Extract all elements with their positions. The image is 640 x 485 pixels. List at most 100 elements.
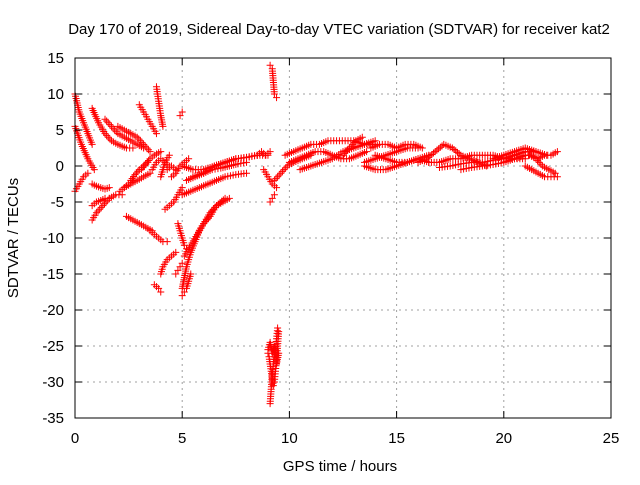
series-arc-16 <box>146 227 171 246</box>
x-tick-label: 10 <box>281 430 298 447</box>
data-point <box>273 94 281 102</box>
series-arc-46 <box>339 133 366 159</box>
data-point <box>103 131 111 139</box>
data-point <box>435 145 443 153</box>
series-arc-05 <box>88 180 113 193</box>
data-point <box>178 292 186 300</box>
data-point <box>363 148 371 156</box>
data-point <box>107 122 115 130</box>
data-point <box>112 128 120 136</box>
series-arc-37 <box>266 61 281 102</box>
data-point <box>275 171 283 179</box>
y-tick-label: 10 <box>47 86 64 103</box>
data-point <box>423 155 431 163</box>
data-point <box>97 203 105 211</box>
data-point <box>92 209 100 217</box>
data-point <box>225 194 233 202</box>
data-point <box>106 135 114 143</box>
data-point <box>273 184 281 192</box>
data-point <box>431 148 439 156</box>
data-point <box>146 148 154 156</box>
data-point <box>138 139 146 147</box>
y-tick-label: -35 <box>42 410 64 427</box>
data-point <box>88 140 96 148</box>
chart-title: Day 170 of 2019, Sidereal Day-to-day VTE… <box>68 21 610 38</box>
series-arc-03 <box>71 169 92 195</box>
data-point <box>105 194 113 202</box>
data-point <box>99 202 107 210</box>
series-arc-57 <box>521 162 561 181</box>
data-point <box>436 143 444 151</box>
series-arc-44 <box>285 148 371 166</box>
data-point <box>176 263 184 271</box>
data-point <box>532 155 540 163</box>
y-tick-label: -30 <box>42 374 64 391</box>
data-point <box>537 160 545 168</box>
series-arc-21 <box>157 248 180 278</box>
data-point <box>109 124 117 132</box>
data-point <box>433 146 441 154</box>
data-point <box>144 146 152 154</box>
data-point <box>344 146 352 154</box>
y-tick-label: -10 <box>42 230 64 247</box>
data-point <box>140 140 148 148</box>
data-point <box>453 148 461 156</box>
series-arc-09 <box>114 122 154 156</box>
series-arc-31 <box>178 169 251 199</box>
data-point <box>551 169 559 177</box>
data-point <box>94 207 102 215</box>
data-point <box>553 173 561 181</box>
data-point <box>208 207 216 215</box>
data-point <box>96 205 104 213</box>
series-arc-02 <box>71 122 98 174</box>
data-point <box>342 148 350 156</box>
x-tick-labels: 0 5 10 15 20 25 <box>71 430 620 447</box>
data-point <box>101 130 109 138</box>
data-point <box>106 121 114 129</box>
y-tick-label: -20 <box>42 302 64 319</box>
data-point <box>131 171 139 179</box>
series-arc-54 <box>457 155 529 174</box>
data-point <box>211 203 219 211</box>
data-point <box>450 145 458 153</box>
data-point <box>84 169 92 177</box>
data-point <box>448 144 456 152</box>
data-point <box>282 164 290 172</box>
data-point <box>101 115 109 123</box>
data-point <box>272 175 280 183</box>
data-point <box>270 191 278 199</box>
data-point <box>90 166 98 174</box>
data-point <box>172 270 180 278</box>
data-point <box>345 144 353 152</box>
data-point <box>275 349 283 357</box>
data-point <box>280 166 288 174</box>
data-point <box>136 137 144 145</box>
data-point <box>553 148 561 156</box>
x-tick-label: 25 <box>603 430 620 447</box>
data-point <box>134 167 142 175</box>
data-point <box>455 150 463 158</box>
x-tick-label: 5 <box>178 430 186 447</box>
data-point <box>341 149 349 157</box>
data-point <box>143 158 151 166</box>
y-tick-label: -25 <box>42 338 64 355</box>
y-tick-labels: -35 -30 -25 -20 -15 -10 -5 0 5 10 15 <box>42 50 64 427</box>
data-point <box>266 61 274 69</box>
data-point <box>157 288 165 296</box>
data-point <box>347 142 355 150</box>
data-point <box>180 241 188 249</box>
data-point <box>129 144 137 152</box>
x-axis-label: GPS time / hours <box>283 458 397 475</box>
data-point <box>274 324 282 332</box>
data-point <box>146 169 154 177</box>
data-point <box>274 173 282 181</box>
data-point <box>155 284 163 292</box>
data-point <box>157 148 165 156</box>
data-point <box>277 169 285 177</box>
data-point <box>268 194 276 202</box>
data-point <box>185 155 193 163</box>
data-point <box>133 133 141 141</box>
series-arc-07 <box>88 194 113 210</box>
y-tick-label: -15 <box>42 266 64 283</box>
data-point <box>111 126 119 134</box>
